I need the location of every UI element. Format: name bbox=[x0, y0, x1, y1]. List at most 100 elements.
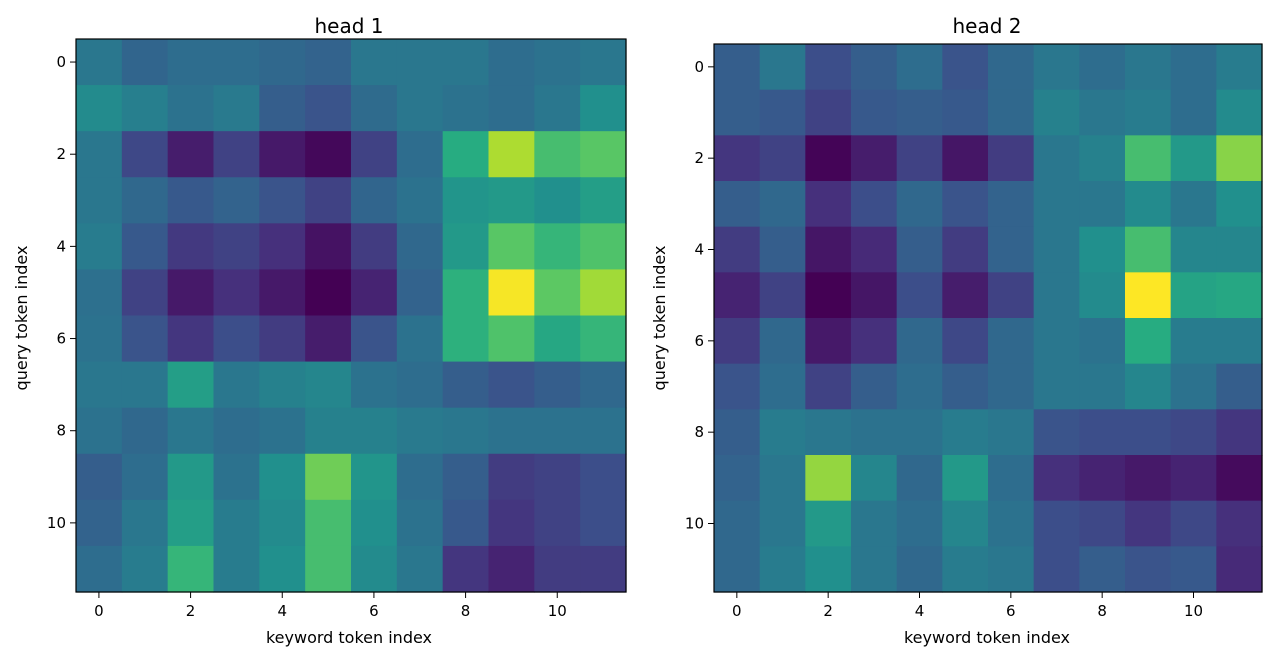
heatmap-cell-r2-c9 bbox=[1125, 135, 1172, 182]
heatmap-cell-r0-c8 bbox=[442, 39, 490, 86]
heatmap-cell-r1-c0 bbox=[76, 85, 123, 132]
heatmap-cell-r10-c2 bbox=[167, 499, 215, 547]
x-tick-label: 2 bbox=[823, 602, 833, 620]
heatmap-cell-r7-c5 bbox=[305, 361, 352, 409]
heatmap-cell-r4-c3 bbox=[851, 226, 898, 273]
heatmap-cell-r9-c4 bbox=[896, 455, 943, 502]
heatmap-cell-r2-c7 bbox=[1033, 135, 1080, 182]
heatmap-cell-r3-c7 bbox=[396, 177, 444, 224]
heatmap-cell-r5-c9 bbox=[1125, 272, 1172, 319]
heatmap-cell-r5-c0 bbox=[714, 272, 761, 319]
heatmap-cell-r9-c1 bbox=[759, 455, 806, 502]
heatmap-cell-r1-c3 bbox=[851, 89, 898, 136]
heatmap-cell-r3-c2 bbox=[805, 181, 852, 228]
heatmap-cell-r2-c5 bbox=[305, 131, 352, 178]
y-tick-label: 6 bbox=[56, 330, 66, 348]
heatmap-cell-r0-c0 bbox=[76, 39, 123, 86]
heatmap-cell-r6-c6 bbox=[988, 318, 1035, 365]
heatmap-cell-r2-c6 bbox=[988, 135, 1035, 182]
heatmap-cell-r8-c5 bbox=[305, 407, 352, 455]
heatmap-cell-r3-c1 bbox=[121, 177, 169, 224]
heatmap-cell-r6-c7 bbox=[1033, 318, 1080, 365]
heatmap-cell-r0-c6 bbox=[988, 44, 1035, 91]
x-tick-label: 8 bbox=[461, 602, 471, 620]
heatmap-cell-r4-c1 bbox=[121, 223, 169, 271]
heatmap-cell-r10-c10 bbox=[1170, 500, 1217, 547]
heatmap-cell-r0-c7 bbox=[1033, 44, 1080, 91]
heatmap-cell-r9-c3 bbox=[213, 453, 260, 501]
heatmap-cell-r9-c7 bbox=[1033, 455, 1080, 502]
x-axis-ticks: 0 2 4 6 8 10 bbox=[732, 592, 1203, 620]
y-axis-label: query token index bbox=[12, 246, 31, 391]
heatmap-cell-r0-c3 bbox=[851, 44, 898, 91]
heatmap-cell-r1-c9 bbox=[488, 85, 535, 132]
y-tick-label: 2 bbox=[56, 145, 66, 163]
heatmap-cell-r11-c1 bbox=[121, 545, 169, 593]
y-tick-label: 4 bbox=[694, 241, 704, 259]
heatmap-cell-r7-c7 bbox=[1033, 363, 1080, 410]
heatmap-cell-r4-c1 bbox=[759, 226, 806, 273]
heatmap-cell-r3-c4 bbox=[896, 181, 943, 228]
x-tick-label: 0 bbox=[732, 602, 742, 620]
heatmap-cells bbox=[76, 39, 627, 593]
heatmap-cell-r1-c6 bbox=[988, 89, 1035, 136]
y-tick-label: 10 bbox=[47, 514, 66, 532]
heatmap-cell-r6-c0 bbox=[714, 318, 761, 365]
heatmap-cell-r4-c11 bbox=[1216, 226, 1263, 273]
heatmap-cell-r6-c9 bbox=[1125, 318, 1172, 365]
heatmap-cell-r2-c1 bbox=[759, 135, 806, 182]
heatmap-cell-r4-c5 bbox=[305, 223, 352, 271]
heatmap-cell-r10-c6 bbox=[351, 499, 398, 547]
heatmap-cell-r2-c11 bbox=[580, 131, 627, 178]
heatmap-cell-r4-c8 bbox=[442, 223, 490, 271]
heatmap-cell-r6-c1 bbox=[759, 318, 806, 365]
heatmap-cell-r3-c9 bbox=[488, 177, 535, 224]
heatmap-cell-r1-c5 bbox=[942, 89, 989, 136]
heatmap-cell-r9-c6 bbox=[351, 453, 398, 501]
heatmap-cell-r10-c4 bbox=[896, 500, 943, 547]
heatmap-cell-r3-c4 bbox=[259, 177, 306, 224]
x-tick-label: 4 bbox=[915, 602, 925, 620]
heatmap-cell-r4-c6 bbox=[988, 226, 1035, 273]
heatmap-cell-r4-c2 bbox=[805, 226, 852, 273]
heatmap-cell-r3-c2 bbox=[167, 177, 215, 224]
heatmap-cell-r0-c10 bbox=[534, 39, 581, 86]
heatmap-cell-r0-c7 bbox=[396, 39, 444, 86]
heatmap-cell-r11-c6 bbox=[988, 546, 1035, 593]
heatmap-cell-r3-c3 bbox=[213, 177, 260, 224]
heatmap-cell-r10-c1 bbox=[759, 500, 806, 547]
heatmap-cell-r11-c10 bbox=[534, 545, 581, 593]
heatmap-cell-r4-c10 bbox=[534, 223, 581, 271]
heatmap-cell-r8-c4 bbox=[259, 407, 306, 455]
x-axis-label: keyword token index bbox=[904, 628, 1070, 647]
heatmap-cell-r5-c6 bbox=[988, 272, 1035, 319]
heatmap-cell-r6-c11 bbox=[580, 315, 627, 363]
heatmap-cell-r5-c8 bbox=[442, 269, 490, 317]
x-tick-label: 6 bbox=[1006, 602, 1016, 620]
heatmap-cell-r7-c1 bbox=[121, 361, 169, 409]
heatmap-cell-r5-c11 bbox=[580, 269, 627, 317]
heatmap-cell-r4-c4 bbox=[896, 226, 943, 273]
heatmap-cell-r5-c6 bbox=[351, 269, 398, 317]
x-tick-label: 8 bbox=[1097, 602, 1107, 620]
chart-title: head 1 bbox=[314, 14, 383, 38]
heatmap-cell-r5-c10 bbox=[1170, 272, 1217, 319]
heatmap-cell-r4-c2 bbox=[167, 223, 215, 271]
heatmap-cell-r3-c5 bbox=[305, 177, 352, 224]
heatmap-cell-r11-c11 bbox=[1216, 546, 1263, 593]
heatmap-cell-r9-c8 bbox=[442, 453, 490, 501]
heatmap-cell-r2-c1 bbox=[121, 131, 169, 178]
heatmap-cell-r7-c0 bbox=[76, 361, 123, 409]
heatmap-cell-r1-c1 bbox=[759, 89, 806, 136]
heatmap-cell-r8-c11 bbox=[1216, 409, 1263, 456]
heatmap-cell-r9-c2 bbox=[805, 455, 852, 502]
heatmap-cell-r10-c7 bbox=[1033, 500, 1080, 547]
y-tick-label: 0 bbox=[694, 58, 704, 76]
heatmap-cell-r10-c5 bbox=[942, 500, 989, 547]
heatmap-cell-r7-c2 bbox=[805, 363, 852, 410]
heatmap-cell-r2-c7 bbox=[396, 131, 444, 178]
y-tick-label: 8 bbox=[56, 422, 66, 440]
heatmap-cell-r3-c3 bbox=[851, 181, 898, 228]
heatmap-cell-r1-c11 bbox=[1216, 89, 1263, 136]
